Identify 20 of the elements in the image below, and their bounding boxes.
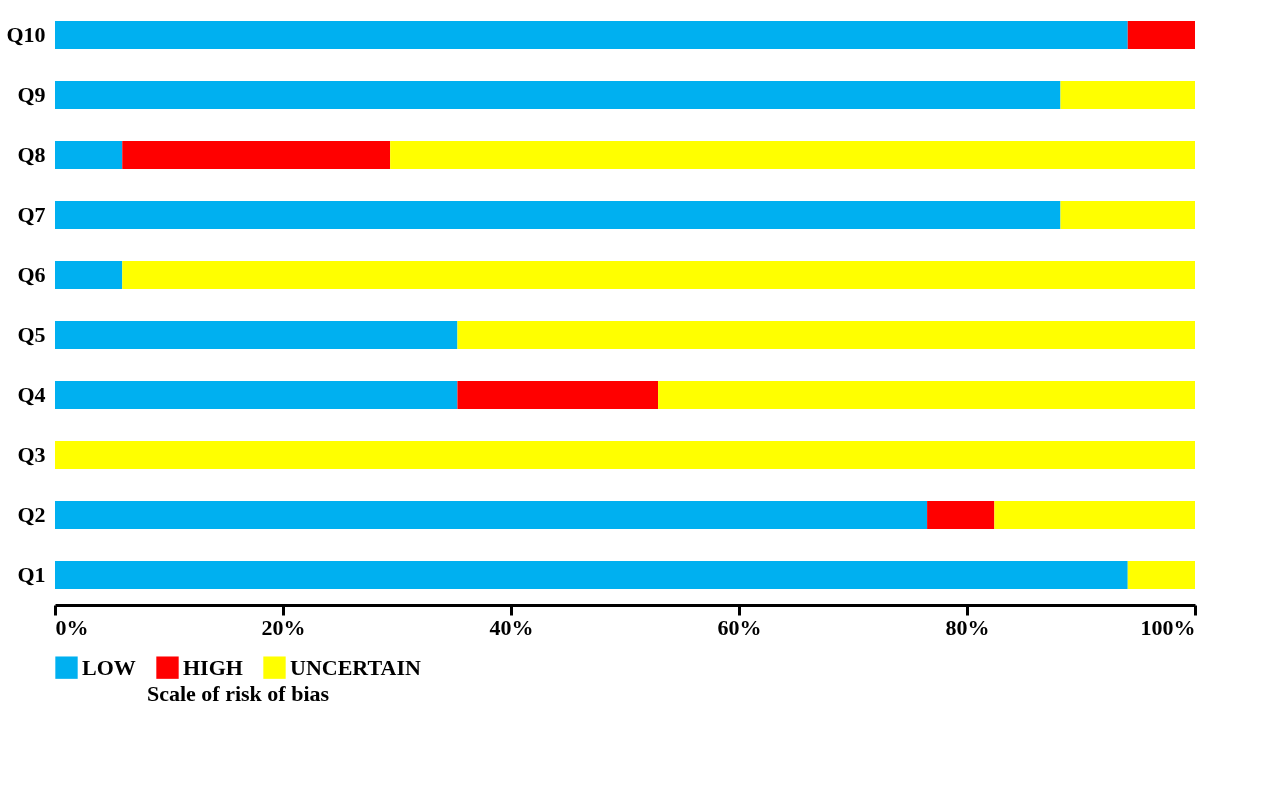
y-tick-label: Q10 (6, 22, 46, 47)
legend-label: LOW (82, 654, 136, 680)
x-tick-label: 60% (717, 614, 762, 640)
y-tick-label: Q8 (17, 142, 46, 167)
x-tick-label: 80% (945, 614, 990, 640)
x-tick-label: 0% (55, 614, 89, 640)
legend-title: Scale of risk of bias (146, 681, 330, 706)
y-tick-label: Q6 (17, 262, 46, 287)
x-tick-label: 40% (489, 614, 534, 640)
y-tick-label: Q5 (17, 322, 46, 347)
x-tick-label: 20% (261, 614, 306, 640)
y-tick-label: Q9 (17, 82, 46, 107)
y-tick-label: Q2 (17, 502, 46, 527)
y-tick-label: Q7 (17, 202, 46, 227)
y-tick-label: Q3 (17, 442, 46, 467)
y-tick-label: Q4 (17, 382, 46, 407)
legend-label: UNCERTAIN (290, 654, 421, 680)
x-tick-label: 100% (1140, 614, 1196, 640)
y-tick-label: Q1 (17, 562, 46, 587)
legend-label: HIGH (183, 654, 243, 680)
